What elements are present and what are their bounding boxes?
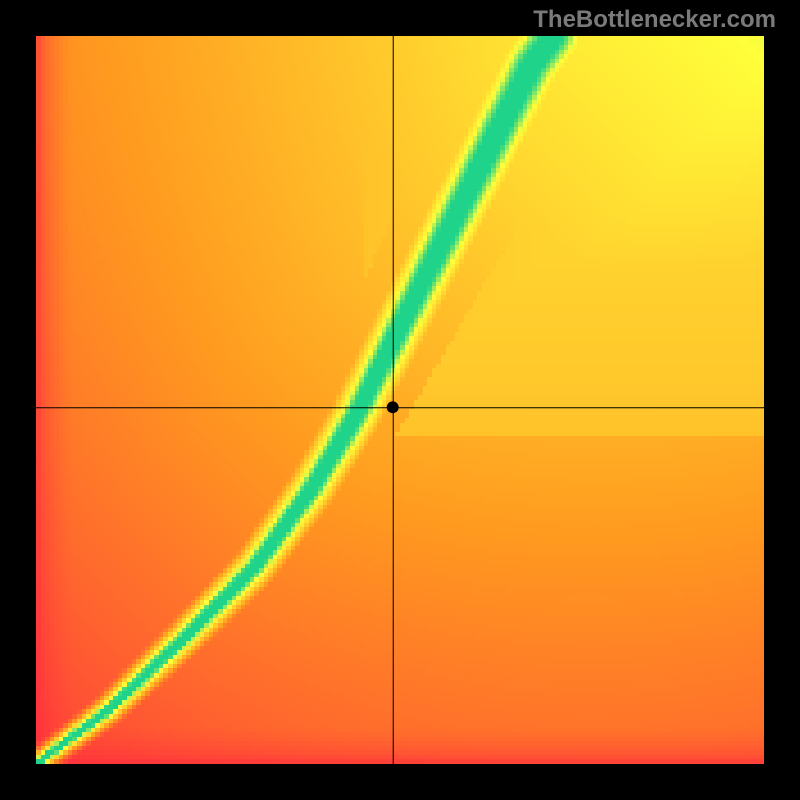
- heatmap-canvas: [36, 36, 764, 764]
- watermark-text: TheBottlenecker.com: [533, 6, 776, 34]
- plot-area: [36, 36, 764, 764]
